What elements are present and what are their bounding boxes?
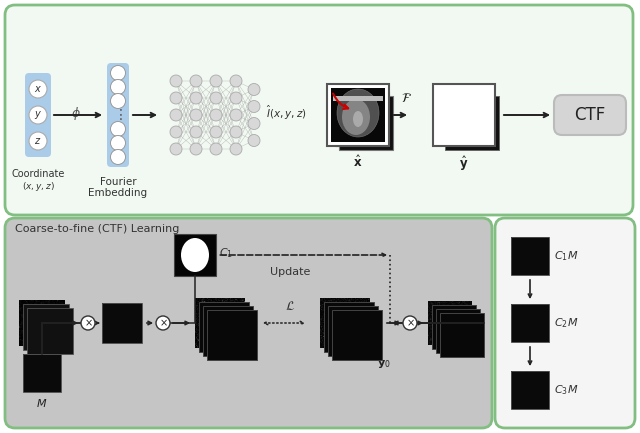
FancyBboxPatch shape <box>5 218 492 428</box>
Bar <box>327 84 389 146</box>
Circle shape <box>190 143 202 155</box>
Text: $z$: $z$ <box>35 136 42 146</box>
Circle shape <box>230 75 242 87</box>
Text: $y$: $y$ <box>34 109 42 121</box>
Circle shape <box>29 132 47 150</box>
Bar <box>207 310 257 360</box>
Circle shape <box>111 65 125 81</box>
Text: $x$: $x$ <box>34 84 42 94</box>
Bar <box>102 303 142 343</box>
Text: $\hat{I}(x,y,z)$: $\hat{I}(x,y,z)$ <box>266 104 307 122</box>
Bar <box>440 313 484 357</box>
Text: $\times$: $\times$ <box>406 318 415 328</box>
Ellipse shape <box>337 89 379 137</box>
Bar <box>333 96 383 101</box>
Text: Coordinate: Coordinate <box>12 169 65 179</box>
Bar <box>433 84 495 146</box>
Text: $\mathcal{F}$: $\mathcal{F}$ <box>401 92 412 105</box>
Circle shape <box>29 106 47 124</box>
Circle shape <box>248 100 260 113</box>
Text: $\times$: $\times$ <box>159 318 168 328</box>
Text: $\times$: $\times$ <box>84 318 92 328</box>
Bar <box>511 237 549 275</box>
Circle shape <box>230 126 242 138</box>
Circle shape <box>230 143 242 155</box>
Ellipse shape <box>181 238 209 272</box>
Bar <box>203 306 253 356</box>
Bar <box>339 96 393 150</box>
Text: $\vdots$: $\vdots$ <box>113 107 123 122</box>
Text: Embedding: Embedding <box>88 188 148 198</box>
FancyBboxPatch shape <box>107 63 129 167</box>
Bar <box>23 304 69 350</box>
Text: $C_1$: $C_1$ <box>219 246 233 260</box>
Circle shape <box>210 109 222 121</box>
Text: $M$: $M$ <box>36 397 47 409</box>
Circle shape <box>248 84 260 96</box>
Circle shape <box>156 316 170 330</box>
Text: Update: Update <box>270 267 310 277</box>
Circle shape <box>210 75 222 87</box>
Bar <box>332 310 382 360</box>
Circle shape <box>170 92 182 104</box>
Bar <box>436 309 480 353</box>
Circle shape <box>210 126 222 138</box>
Bar <box>324 302 374 352</box>
Text: $(x, y, z)$: $(x, y, z)$ <box>22 180 54 193</box>
Bar <box>331 88 385 142</box>
Bar <box>511 371 549 409</box>
Circle shape <box>170 143 182 155</box>
Circle shape <box>210 143 222 155</box>
Circle shape <box>248 135 260 146</box>
Circle shape <box>210 92 222 104</box>
Circle shape <box>190 92 202 104</box>
Bar <box>432 305 476 349</box>
Text: $\hat{\mathbf{y}}$: $\hat{\mathbf{y}}$ <box>38 356 47 372</box>
Circle shape <box>111 122 125 136</box>
Text: Coarse-to-fine (CTF) Learning: Coarse-to-fine (CTF) Learning <box>15 224 179 234</box>
FancyBboxPatch shape <box>25 73 51 157</box>
Text: $\mathcal{L}$: $\mathcal{L}$ <box>285 300 295 313</box>
Bar <box>23 354 61 392</box>
Bar <box>445 96 499 150</box>
Text: $\hat{\mathbf{y}}$: $\hat{\mathbf{y}}$ <box>460 154 468 173</box>
Circle shape <box>403 316 417 330</box>
Bar <box>199 302 249 352</box>
Bar <box>27 308 73 354</box>
Text: $\mathbf{y}_0$: $\mathbf{y}_0$ <box>377 358 391 370</box>
Text: Fourier: Fourier <box>100 177 136 187</box>
Text: CTF: CTF <box>574 106 605 124</box>
Circle shape <box>230 109 242 121</box>
Bar <box>441 92 495 146</box>
Circle shape <box>190 126 202 138</box>
Circle shape <box>111 149 125 165</box>
FancyBboxPatch shape <box>554 95 626 135</box>
Circle shape <box>248 117 260 129</box>
Text: $C_1M$: $C_1M$ <box>554 249 579 263</box>
Bar <box>328 306 378 356</box>
Circle shape <box>170 109 182 121</box>
Circle shape <box>190 109 202 121</box>
Bar <box>511 304 549 342</box>
Text: $\hat{\mathbf{x}}$: $\hat{\mathbf{x}}$ <box>353 154 363 170</box>
Circle shape <box>190 75 202 87</box>
Circle shape <box>29 80 47 98</box>
Circle shape <box>170 75 182 87</box>
Circle shape <box>230 92 242 104</box>
Ellipse shape <box>353 111 363 127</box>
Bar <box>335 92 389 146</box>
Text: $\phi$: $\phi$ <box>71 104 81 122</box>
Circle shape <box>111 94 125 109</box>
Text: $C_2M$: $C_2M$ <box>554 316 579 330</box>
FancyBboxPatch shape <box>5 5 633 215</box>
Circle shape <box>111 80 125 94</box>
Circle shape <box>81 316 95 330</box>
FancyBboxPatch shape <box>495 218 635 428</box>
Ellipse shape <box>342 99 370 135</box>
Circle shape <box>170 126 182 138</box>
Text: $C_3M$: $C_3M$ <box>554 383 579 397</box>
Bar <box>174 234 216 276</box>
Circle shape <box>111 136 125 151</box>
